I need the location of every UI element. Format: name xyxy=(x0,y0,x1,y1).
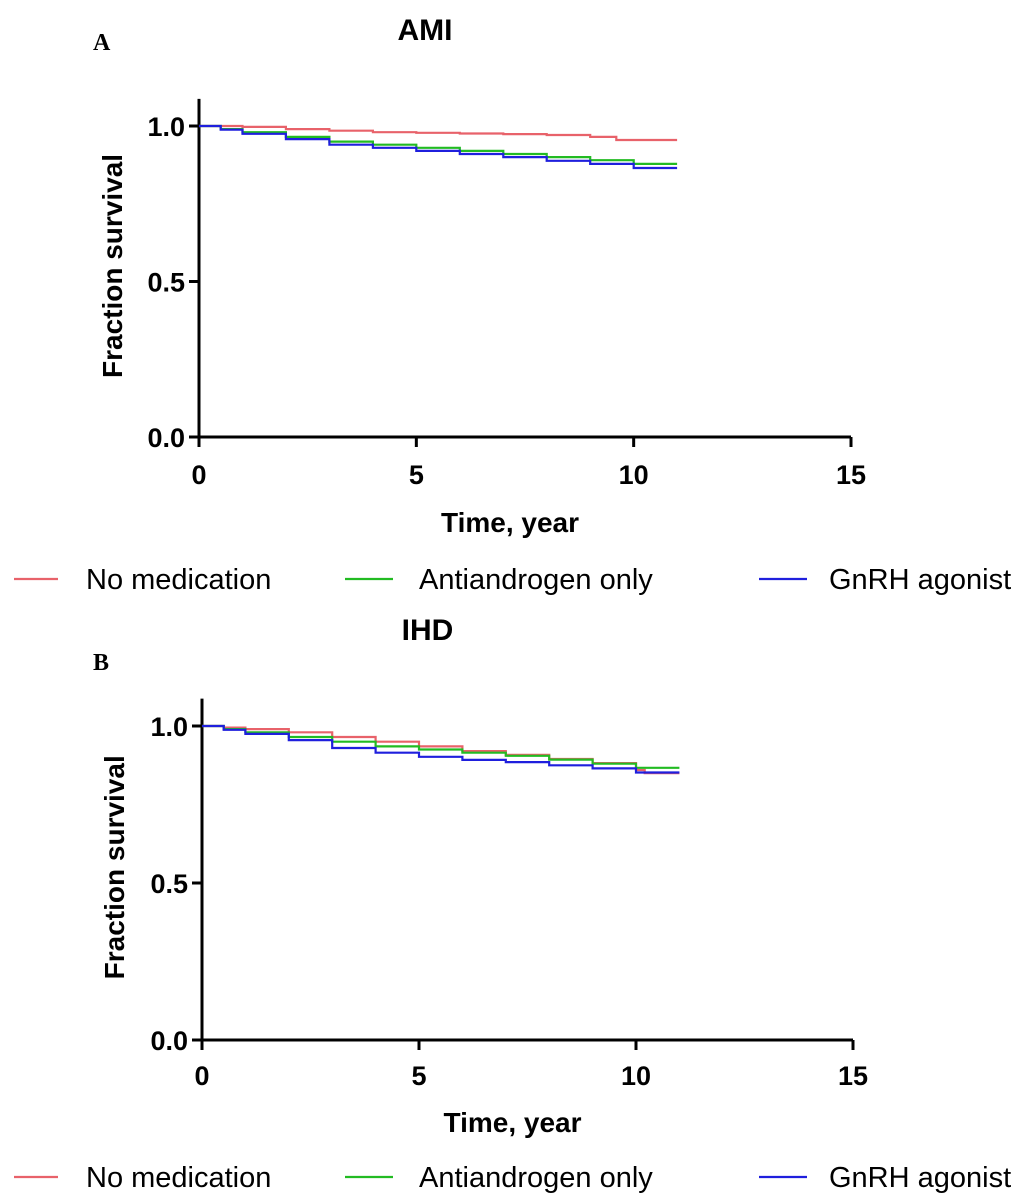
panel-letter: B xyxy=(93,650,109,676)
series-line-no-medication xyxy=(199,124,678,142)
y-tick-label: 0.0 xyxy=(150,1026,188,1056)
x-tick-label: 0 xyxy=(194,1061,209,1091)
panel-letter: A xyxy=(93,30,111,56)
y-tick-label: 0.0 xyxy=(147,423,185,453)
chart-panel-ami: A AMI 0 5 10 15 0.0 0.5 1.0 Fraction survival Time… xyxy=(14,14,1011,596)
x-axis-label: Time, year xyxy=(441,507,579,538)
x-tick-label: 0 xyxy=(191,460,206,490)
series-line-gnrh-agonist xyxy=(202,724,680,774)
y-axis-label: Fraction survival xyxy=(97,154,128,378)
x-tick-label: 5 xyxy=(409,460,424,490)
legend-label: GnRH agonist xyxy=(829,564,1011,596)
y-tick-label: 0.5 xyxy=(147,268,185,298)
y-tick-label: 1.0 xyxy=(150,712,188,742)
y-tick-label: 0.5 xyxy=(150,869,188,899)
y-axis-label: Fraction survival xyxy=(99,755,130,979)
legend-label: GnRH agonist xyxy=(829,1162,1011,1194)
y-tick-label: 1.0 xyxy=(147,112,185,142)
chart-panel-ihd: B IHD 0 5 10 15 0.0 0.5 1.0 Fraction survival Time… xyxy=(14,614,1011,1194)
legend-label: Antiandrogen only xyxy=(419,564,653,596)
x-tick-label: 5 xyxy=(411,1061,426,1091)
series-line-gnrh-agonist xyxy=(199,124,678,170)
x-tick-label: 15 xyxy=(836,460,866,490)
x-tick-label: 10 xyxy=(621,1061,651,1091)
legend-label: No medication xyxy=(86,564,271,596)
x-tick-label: 15 xyxy=(838,1061,868,1091)
chart-title: AMI xyxy=(398,14,453,47)
x-axis-label: Time, year xyxy=(443,1107,581,1138)
legend-label: No medication xyxy=(86,1162,271,1194)
x-tick-label: 10 xyxy=(619,460,649,490)
legend-label: Antiandrogen only xyxy=(419,1162,653,1194)
chart-title: IHD xyxy=(402,614,454,647)
series-line-antiandrogen-only xyxy=(199,124,678,165)
